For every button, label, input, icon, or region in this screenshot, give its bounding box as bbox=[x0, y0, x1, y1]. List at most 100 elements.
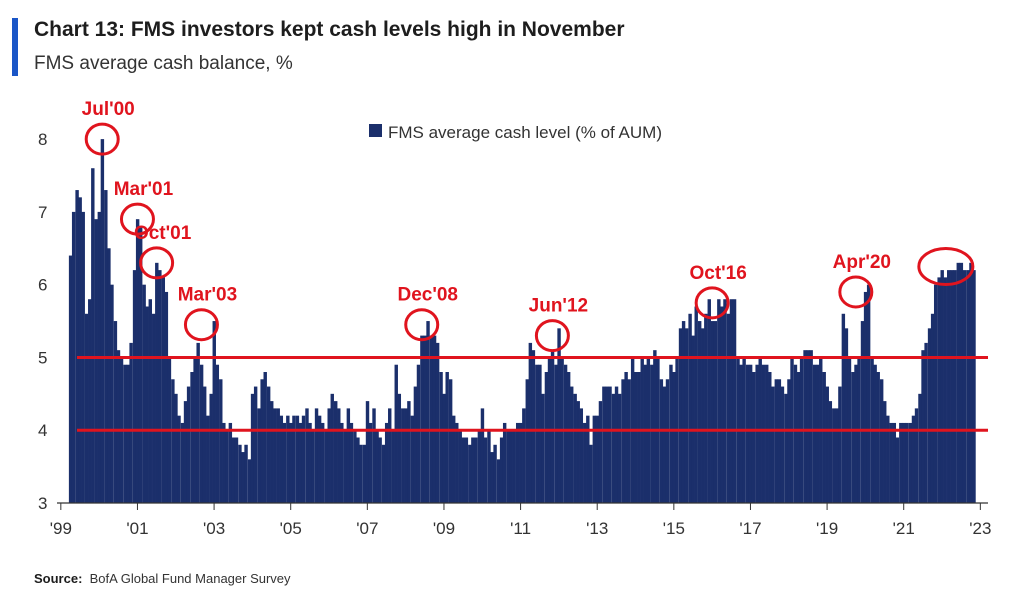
bar bbox=[509, 430, 513, 503]
bar bbox=[423, 335, 427, 503]
bar bbox=[337, 408, 341, 503]
bar bbox=[723, 299, 727, 503]
bar bbox=[969, 262, 973, 503]
annotation-label: Apr'20 bbox=[833, 252, 891, 273]
bar bbox=[617, 393, 622, 503]
bar bbox=[720, 306, 724, 503]
bar bbox=[659, 379, 664, 503]
bar bbox=[174, 393, 178, 503]
annotation-circle bbox=[534, 319, 570, 353]
bar bbox=[295, 415, 300, 503]
bar bbox=[732, 299, 737, 503]
bar bbox=[113, 321, 118, 503]
bar bbox=[605, 386, 609, 503]
annotation-label: Oct'01 bbox=[134, 223, 192, 244]
bar bbox=[793, 364, 798, 503]
bar bbox=[334, 401, 338, 503]
bar bbox=[301, 415, 306, 503]
bar bbox=[950, 270, 954, 503]
bar bbox=[550, 350, 555, 503]
bar bbox=[586, 415, 590, 503]
bar bbox=[902, 422, 906, 503]
x-tick-label: '07 bbox=[356, 519, 378, 538]
bar bbox=[535, 364, 539, 503]
bar bbox=[972, 270, 976, 503]
bar bbox=[353, 430, 357, 503]
annotation-circle bbox=[139, 246, 175, 280]
bar bbox=[305, 408, 309, 503]
bar bbox=[381, 444, 386, 503]
bar bbox=[238, 444, 242, 503]
bar bbox=[512, 430, 516, 503]
bar bbox=[317, 415, 322, 503]
bar bbox=[765, 364, 769, 503]
bar bbox=[253, 386, 258, 503]
bar bbox=[311, 430, 315, 503]
title-accent-bar bbox=[12, 18, 18, 76]
bar bbox=[68, 255, 73, 503]
bar bbox=[384, 422, 389, 503]
bar bbox=[225, 430, 229, 503]
x-tick-label: '09 bbox=[433, 519, 455, 538]
bar bbox=[286, 415, 290, 503]
bar bbox=[653, 350, 657, 503]
bar bbox=[202, 386, 207, 503]
annotation-circle bbox=[917, 246, 975, 286]
bar bbox=[525, 379, 529, 503]
bar bbox=[598, 401, 603, 503]
bar bbox=[199, 364, 204, 503]
bar bbox=[914, 408, 919, 503]
bar bbox=[487, 430, 491, 503]
bar bbox=[930, 313, 935, 503]
x-tick-label: '05 bbox=[280, 519, 302, 538]
bar bbox=[921, 350, 925, 503]
bar bbox=[314, 408, 319, 503]
bar bbox=[356, 437, 360, 503]
bar bbox=[879, 379, 884, 503]
bar bbox=[832, 408, 836, 503]
bar bbox=[761, 364, 765, 503]
bar bbox=[691, 335, 695, 503]
bar bbox=[126, 364, 130, 503]
bar bbox=[439, 372, 443, 503]
bar bbox=[611, 393, 616, 503]
bar bbox=[219, 379, 223, 503]
bar bbox=[854, 364, 858, 503]
bar bbox=[372, 408, 376, 503]
bar bbox=[713, 321, 718, 503]
bar bbox=[196, 342, 200, 503]
bar bbox=[448, 379, 453, 503]
annotation-label: Mar'03 bbox=[178, 285, 237, 306]
bar bbox=[100, 139, 105, 504]
bar bbox=[78, 197, 82, 503]
bar bbox=[895, 437, 900, 503]
bar bbox=[388, 408, 392, 503]
bar bbox=[468, 444, 472, 503]
bar bbox=[822, 372, 826, 503]
bar bbox=[531, 350, 536, 503]
bar bbox=[250, 393, 255, 503]
bar bbox=[825, 386, 829, 503]
bar bbox=[835, 408, 839, 503]
bar bbox=[432, 335, 437, 503]
bar bbox=[429, 335, 434, 503]
bar bbox=[876, 372, 880, 503]
bar bbox=[729, 299, 734, 503]
legend: FMS average cash level (% of AUM) bbox=[369, 123, 662, 142]
y-tick-label: 7 bbox=[38, 203, 47, 222]
bar bbox=[576, 401, 580, 503]
bar bbox=[704, 313, 708, 503]
bar bbox=[583, 422, 587, 503]
bar bbox=[343, 430, 347, 503]
bar bbox=[91, 168, 95, 503]
bar bbox=[768, 372, 772, 503]
bar bbox=[697, 321, 702, 503]
bar bbox=[522, 408, 526, 503]
bar bbox=[933, 284, 938, 503]
bar bbox=[784, 393, 788, 503]
bar bbox=[717, 299, 721, 503]
bar bbox=[937, 277, 941, 503]
bar bbox=[927, 328, 932, 503]
bar bbox=[215, 364, 220, 503]
bar bbox=[866, 284, 871, 503]
